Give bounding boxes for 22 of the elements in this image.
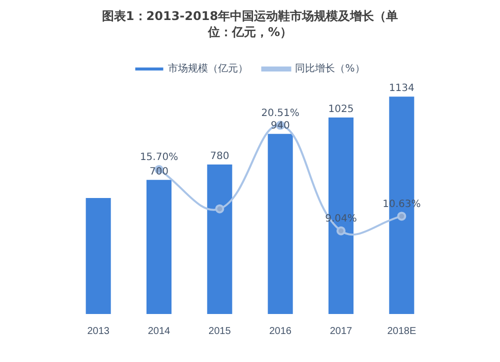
bar xyxy=(146,180,172,314)
x-tick-label: 2018E xyxy=(387,326,416,337)
data-label: 20.51% xyxy=(261,108,300,119)
x-tick-label: 2016 xyxy=(269,326,292,337)
point xyxy=(336,226,346,236)
data-label: 1134 xyxy=(388,83,414,94)
x-tick-label: 2015 xyxy=(208,326,232,337)
bar xyxy=(268,134,293,314)
data-label: 1025 xyxy=(328,104,354,116)
data-label: 15.70% xyxy=(140,152,178,164)
x-tick-label: 2014 xyxy=(148,326,171,337)
x-tick-label: 2017 xyxy=(330,326,353,337)
point xyxy=(215,204,224,214)
legend-label: 同比增长（%） xyxy=(295,62,365,75)
point xyxy=(397,212,406,221)
data-label: 780 xyxy=(210,151,230,162)
bar xyxy=(207,164,232,314)
bar xyxy=(86,198,111,314)
x-tick-label: 2013 xyxy=(87,326,110,337)
data-label: 700 xyxy=(149,166,169,178)
legend-label: 市场规模（亿元） xyxy=(168,62,248,75)
chart-title: 图表1：2013-2018年中国运动鞋市场规模及增长（单位：亿元，%） xyxy=(100,8,400,40)
